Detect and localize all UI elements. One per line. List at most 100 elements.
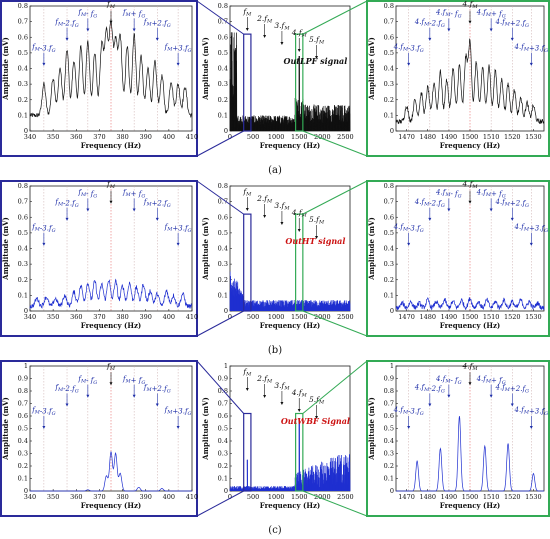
panel-a-right: 0 0.1 0.2 0.3 0.4 0.5 0.6 0.7 0.8 1470 1480 1490 150… bbox=[366, 0, 550, 157]
x-axis-label: Frequency (Hz) bbox=[440, 321, 501, 330]
arrow-head bbox=[407, 242, 411, 246]
y-tick-label: 0.7 bbox=[218, 18, 228, 26]
arrow-head bbox=[468, 20, 472, 24]
panel-b-middle: 0 0.1 0.2 0.3 0.4 0.5 0.6 0.7 0.8 0 500 1000 1500 200… bbox=[201, 182, 354, 330]
sideband-label: 4.fM+3.fG bbox=[514, 406, 549, 417]
x-tick-label: 0 bbox=[228, 133, 232, 141]
sideband-label: 4.fM+2.fG bbox=[495, 18, 530, 29]
sideband-label: fM- fG bbox=[77, 189, 97, 200]
y-tick-label: 0 bbox=[224, 487, 228, 495]
arrow-head bbox=[428, 217, 432, 221]
y-axis-label: Amplitude (mV) bbox=[367, 217, 376, 281]
sideband-label: 4.fM-2.fG bbox=[414, 384, 445, 395]
zoom-box-right bbox=[295, 213, 304, 312]
zoom-frame-left bbox=[0, 180, 198, 337]
harmonic-label: 5.fM bbox=[309, 395, 325, 406]
sideband-label: fM-3.fG bbox=[31, 406, 55, 417]
plot-area bbox=[229, 5, 351, 132]
x-tick-label: 400 bbox=[163, 133, 175, 141]
x-tick-label: 410 bbox=[186, 493, 198, 501]
arrow-head bbox=[529, 426, 533, 429]
zoom-frame-left bbox=[0, 360, 198, 517]
x-tick-label: 1500 bbox=[462, 133, 479, 141]
y-axis-label: Amplitude (mV) bbox=[201, 217, 210, 281]
arrow-head bbox=[245, 208, 249, 211]
connector-right-top bbox=[302, 0, 368, 35]
arrow-head bbox=[447, 394, 451, 398]
sideband-label: fM+ fG bbox=[122, 189, 145, 200]
signal-label: OutHT signal bbox=[285, 236, 345, 246]
sideband-label: fM+3.fG bbox=[164, 223, 192, 234]
harmonic-label: 5.fM bbox=[309, 35, 325, 46]
x-axis-label: Frequency (Hz) bbox=[440, 141, 501, 150]
x-tick-label: 380 bbox=[116, 313, 128, 321]
x-tick-label: 340 bbox=[24, 493, 36, 501]
zoom-box-left bbox=[243, 213, 252, 312]
y-tick-label: 0.6 bbox=[218, 412, 228, 420]
sideband-label: fM bbox=[106, 361, 116, 372]
y-tick-label: 0.3 bbox=[18, 450, 28, 458]
arrow-head bbox=[245, 28, 249, 31]
arrow-head bbox=[529, 242, 533, 246]
y-axis-label: Amplitude (mV) bbox=[367, 397, 376, 461]
plot-area bbox=[395, 5, 545, 132]
y-tick-label: 0.4 bbox=[18, 65, 28, 73]
x-axis-label: Frequency (Hz) bbox=[260, 321, 321, 330]
sideband-label: 4.fM-3.fG bbox=[393, 406, 424, 417]
harmonic-label: 3.fM bbox=[274, 201, 290, 212]
zoom-box-right bbox=[295, 412, 304, 492]
arrow-head bbox=[407, 426, 411, 429]
y-tick-label: 0.3 bbox=[384, 80, 394, 88]
x-tick-label: 1530 bbox=[525, 313, 542, 321]
harmonic-label: fM bbox=[242, 367, 252, 378]
sideband-label: 4.fM+ fG bbox=[476, 9, 506, 20]
connector-left-bottom bbox=[196, 310, 244, 337]
x-tick-label: 1470 bbox=[398, 493, 415, 501]
zoom-box-left bbox=[243, 33, 252, 132]
arrow-head bbox=[280, 222, 284, 225]
arrow-head bbox=[468, 382, 472, 386]
x-tick-label: 350 bbox=[47, 493, 59, 501]
arrow-head bbox=[489, 394, 493, 398]
y-tick-label: 0.7 bbox=[18, 198, 28, 206]
x-tick-label: 500 bbox=[247, 493, 259, 501]
x-tick-label: 0 bbox=[228, 313, 232, 321]
x-tick-label: 2500 bbox=[337, 133, 354, 141]
zoom-frame-right bbox=[366, 180, 550, 337]
sideband-label: 4.fM-3.fG bbox=[393, 43, 424, 54]
spectrum-line bbox=[29, 278, 193, 309]
y-tick-label: 0.1 bbox=[384, 291, 394, 299]
x-tick-label: 1500 bbox=[462, 493, 479, 501]
zoom-frame-right bbox=[366, 0, 550, 157]
y-tick-label: 0 bbox=[24, 307, 28, 315]
x-tick-label: 500 bbox=[247, 313, 259, 321]
y-tick-label: 0.3 bbox=[218, 260, 228, 268]
zoom-connectors-b bbox=[196, 180, 368, 337]
x-tick-label: 1500 bbox=[462, 313, 479, 321]
sideband-label: fM-2.fG bbox=[54, 18, 78, 29]
harmonic-label: 4.fM bbox=[291, 208, 308, 219]
y-tick-label: 0.1 bbox=[218, 111, 228, 119]
arrow-head bbox=[510, 217, 514, 221]
sideband-label: fM-3.fG bbox=[31, 223, 55, 234]
x-tick-label: 390 bbox=[140, 313, 152, 321]
arrow-head bbox=[315, 236, 319, 239]
x-tick-label: 1520 bbox=[504, 313, 521, 321]
arrow-head bbox=[65, 37, 69, 41]
overview-spectrum bbox=[229, 418, 351, 492]
arrow-head bbox=[176, 242, 180, 246]
x-tick-label: 2000 bbox=[314, 133, 331, 141]
spectrum-line bbox=[395, 37, 545, 125]
sideband-label: 4.fM+2.fG bbox=[495, 384, 530, 395]
panel-c-middle: 0 0.1 0.2 0.3 0.4 0.5 0.6 0.7 0.8 0.9 1 0 500 1000 150… bbox=[201, 362, 354, 510]
y-tick-label: 0.4 bbox=[384, 245, 394, 253]
y-tick-label: 0 bbox=[390, 127, 394, 135]
arrow-head bbox=[176, 62, 180, 66]
x-tick-label: 400 bbox=[163, 493, 175, 501]
x-tick-label: 1480 bbox=[419, 133, 436, 141]
x-tick-label: 1530 bbox=[525, 493, 542, 501]
y-tick-label: 0.8 bbox=[218, 182, 228, 190]
arrow-head bbox=[109, 382, 113, 386]
x-tick-label: 1520 bbox=[504, 133, 521, 141]
arrow-head bbox=[109, 200, 113, 204]
